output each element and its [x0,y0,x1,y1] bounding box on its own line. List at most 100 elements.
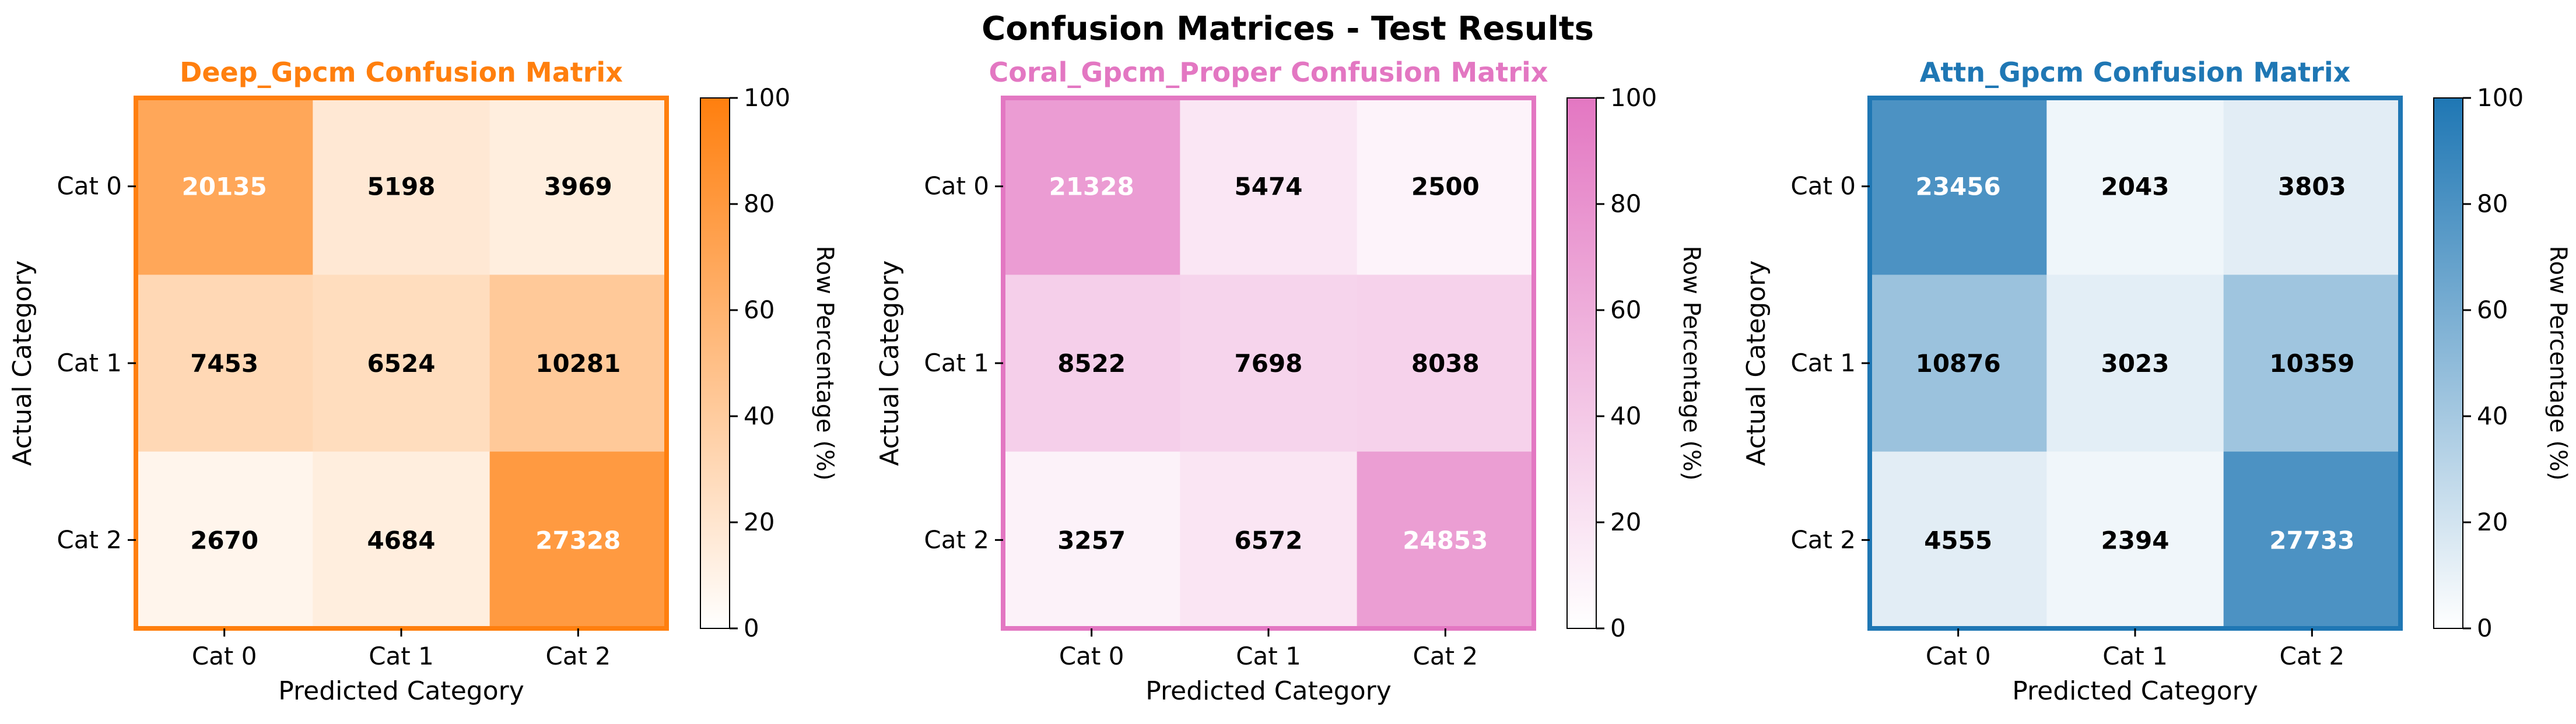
heatmap-cell [1180,98,1358,275]
heatmap-cell [1870,275,2047,452]
heatmap-cell [1357,275,1534,452]
heatmap-cell [1003,98,1180,275]
colorbar-tick-label: 80 [744,189,774,218]
cell-value-label: 8522 [1057,349,1126,378]
cell-value-label: 4684 [367,526,436,554]
cell-value-label: 3969 [544,173,612,201]
heatmap-panel-0: Deep_Gpcm Confusion Matrix 20135 5198 3969 7… [8,57,838,706]
colorbar-label: Row Percentage (%) [1678,246,1705,481]
heatmap-cell [2046,275,2224,452]
colorbar-tick-label: 100 [1610,83,1657,112]
x-axis-label: Predicted Category [278,676,524,706]
cell-value-label: 3257 [1057,526,1126,554]
heatmap-cell [136,98,313,275]
heatmap-cell [489,451,667,629]
colorbar-tick-label: 40 [2477,402,2508,430]
heatmap-cell [2046,451,2224,629]
colorbar-tick-label: 0 [1610,614,1626,642]
panel-title: Coral_Gpcm_Proper Confusion Matrix [989,57,1548,88]
colorbar [1566,97,1597,629]
cell-value-label: 5474 [1235,173,1303,201]
colorbar-tick-label: 0 [744,614,759,642]
heatmap-cell [1180,451,1358,629]
heatmap-cell [2046,98,2224,275]
x-axis-label: Predicted Category [1145,676,1392,706]
cell-value-label: 27733 [2269,526,2354,554]
cell-value-label: 7698 [1235,349,1303,378]
y-tick-label: Cat 1 [57,349,122,377]
cell-value-label: 2670 [190,526,258,554]
heatmap-cell [313,98,490,275]
colorbar-tick-label: 20 [744,508,774,536]
colorbar-tick-label: 0 [2477,614,2493,642]
cell-value-label: 21328 [1049,173,1134,201]
cell-value-label: 6524 [367,349,436,378]
heatmap-cell [1003,275,1180,452]
cell-value-label: 6572 [1235,526,1303,554]
y-tick-label: Cat 0 [924,172,989,201]
cell-value-label: 10359 [2269,349,2354,378]
x-tick-label: Cat 2 [2280,642,2345,670]
colorbar-tick-label: 100 [744,83,790,112]
cell-value-label: 23456 [1916,173,2001,201]
x-tick-label: Cat 2 [1413,642,1478,670]
cell-value-label: 20135 [182,173,267,201]
colorbar-tick-label: 60 [2477,296,2508,324]
heatmap-cell [136,451,313,629]
cell-value-label: 8038 [1411,349,1480,378]
heatmap-cell [136,275,313,452]
cell-value-label: 3803 [2278,173,2346,201]
colorbar-label: Row Percentage (%) [811,246,838,481]
colorbar-tick-label: 60 [744,296,774,324]
cell-value-label: 2500 [1411,173,1480,201]
colorbar-tick-label: 20 [2477,508,2508,536]
cell-value-label: 10876 [1916,349,2001,378]
x-tick-label: Cat 1 [369,642,434,670]
y-tick-label: Cat 0 [1790,172,1856,201]
cell-value-label: 4555 [1924,526,1992,554]
y-tick-label: Cat 2 [57,525,122,554]
cell-value-label: 7453 [190,349,258,378]
heatmap-cell [2223,275,2401,452]
colorbar-tick-label: 40 [1610,402,1641,430]
cell-value-label: 5198 [367,173,436,201]
colorbar-tick-label: 100 [2477,83,2524,112]
colorbar-tick-label: 20 [1610,508,1641,536]
y-axis-label: Actual Category [1741,261,1771,466]
heatmap-cell [313,451,490,629]
y-axis-label: Actual Category [875,261,905,466]
x-tick-label: Cat 2 [546,642,611,670]
colorbar-tick-label: 40 [744,402,774,430]
cell-value-label: 2043 [2101,173,2170,201]
x-tick-label: Cat 1 [1236,642,1301,670]
cell-value-label: 24853 [1403,526,1488,554]
colorbar [700,97,730,629]
figure-title: Confusion Matrices - Test Results [982,10,1594,48]
colorbar-label: Row Percentage (%) [2545,246,2571,481]
heatmap-cell [1357,451,1534,629]
x-tick-label: Cat 0 [192,642,257,670]
heatmap-cell [2223,98,2401,275]
cell-value-label: 3023 [2101,349,2170,378]
heatmap-cell [1870,451,2047,629]
x-tick-label: Cat 1 [2102,642,2168,670]
y-tick-label: Cat 2 [1790,525,1856,554]
x-tick-label: Cat 0 [1059,642,1124,670]
x-axis-label: Predicted Category [2012,676,2258,706]
heatmap-cell [1870,98,2047,275]
heatmap-cell [1180,275,1358,452]
heatmap-cell [489,98,667,275]
panel-title: Deep_Gpcm Confusion Matrix [180,57,623,88]
panel-title: Attn_Gpcm Confusion Matrix [1920,57,2351,88]
cell-value-label: 2394 [2101,526,2170,554]
y-axis-label: Actual Category [8,261,37,466]
x-tick-label: Cat 0 [1926,642,1991,670]
colorbar-tick-label: 60 [1610,296,1641,324]
colorbar-tick-label: 80 [2477,189,2508,218]
colorbar [2433,97,2463,629]
heatmap-cell [1003,451,1180,629]
heatmap-cell [2223,451,2401,629]
cell-value-label: 27328 [535,526,621,554]
y-tick-label: Cat 1 [1790,349,1856,377]
